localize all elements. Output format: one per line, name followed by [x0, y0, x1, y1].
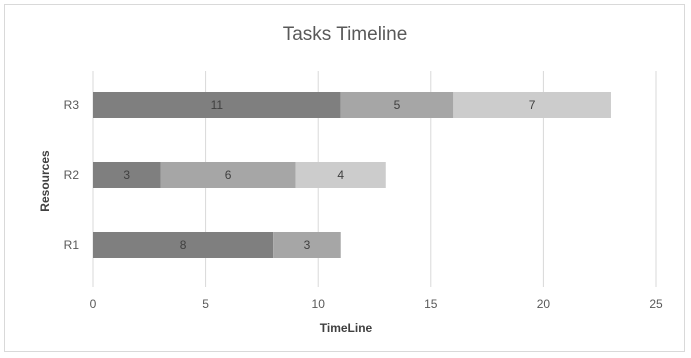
chart-frame: Tasks Timeline 11 5 7 3 6 4 8 3 0 5 10 15 20 25 R3 R2…	[4, 4, 685, 352]
x-axis-ticks: 0 5 10 15 20 25	[90, 297, 663, 311]
bar-r3-segment-3	[453, 92, 611, 118]
bar-r2-segment-3	[295, 162, 386, 188]
x-tick-label-0: 0	[90, 297, 97, 311]
x-tick-label-25: 25	[649, 297, 663, 311]
bar-series: 11 5 7 3 6 4 8 3	[93, 92, 611, 258]
bar-label-r1-segment-2: 3	[304, 238, 311, 252]
bar-r3-segment-2	[340, 92, 454, 118]
y-axis-title: Resources	[38, 150, 52, 212]
bar-r2-segment-1	[93, 162, 161, 188]
bar-label-r3-segment-1: 11	[211, 98, 224, 112]
chart-title: Tasks Timeline	[283, 24, 408, 45]
bar-label-r1-segment-1: 8	[180, 238, 187, 252]
y-axis-ticks: R3 R2 R1	[64, 98, 80, 252]
y-tick-label-r3: R3	[64, 98, 80, 112]
x-axis-title: TimeLine	[320, 321, 373, 335]
x-tick-label-10: 10	[312, 297, 326, 311]
bar-label-r2-segment-1: 3	[123, 168, 130, 182]
bar-label-r3-segment-2: 5	[394, 98, 401, 112]
y-tick-label-r2: R2	[64, 168, 80, 182]
tasks-timeline-chart: Tasks Timeline 11 5 7 3 6 4 8 3 0 5 10 15 20 25 R3 R2…	[38, 24, 663, 335]
bar-r1-segment-1	[93, 232, 274, 258]
x-tick-label-15: 15	[424, 297, 438, 311]
y-tick-label-r1: R1	[64, 238, 80, 252]
bar-label-r2-segment-2: 6	[225, 168, 232, 182]
bar-r3-segment-1	[93, 92, 341, 118]
bar-r2-segment-2	[160, 162, 296, 188]
bar-r1-segment-2	[273, 232, 341, 258]
bar-label-r2-segment-3: 4	[337, 168, 344, 182]
bar-label-r3-segment-3: 7	[529, 98, 536, 112]
x-tick-label-20: 20	[537, 297, 551, 311]
x-tick-label-5: 5	[202, 297, 209, 311]
